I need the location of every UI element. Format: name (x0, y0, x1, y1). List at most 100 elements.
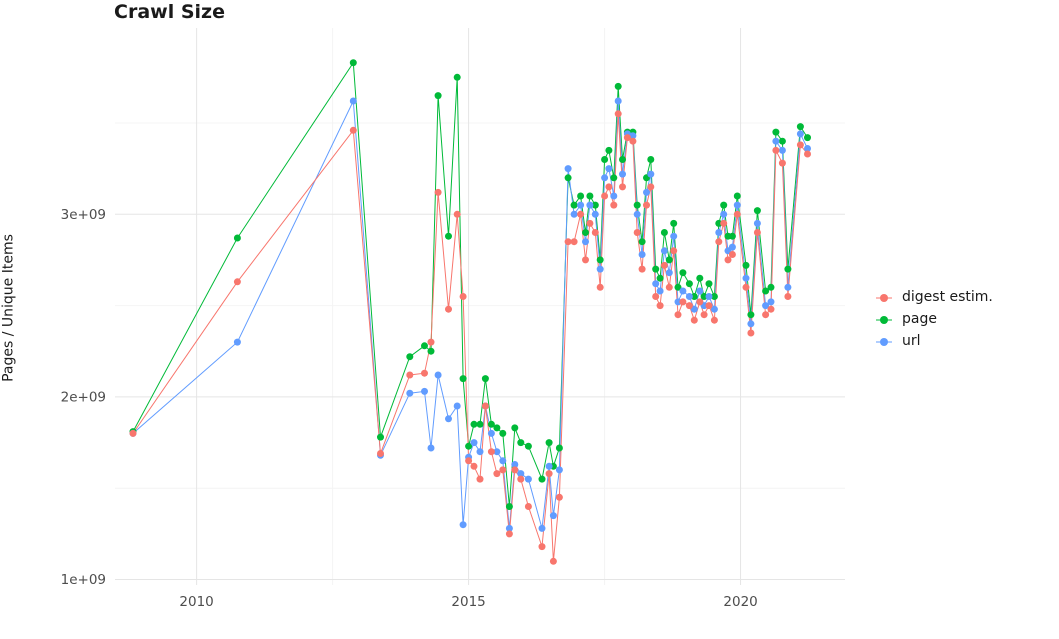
data-point (427, 338, 435, 346)
data-point (233, 234, 241, 242)
data-point (605, 165, 613, 173)
data-point (564, 238, 572, 246)
data-point (656, 302, 664, 310)
data-point (555, 493, 563, 501)
x-axis-tick-labels: 2010 2015 2020 (179, 594, 757, 610)
data-point (638, 238, 646, 246)
data-point (715, 219, 723, 227)
data-point (434, 188, 442, 196)
data-point (674, 283, 682, 291)
data-point (633, 229, 641, 236)
data-point (747, 329, 755, 337)
y-axis-tick-labels: 1e+09 2e+09 3e+09 (61, 207, 106, 588)
series-points-page (129, 59, 811, 510)
data-point (493, 424, 501, 432)
data-point (772, 137, 780, 145)
data-point (778, 159, 786, 167)
data-point (499, 429, 507, 437)
data-point (586, 192, 594, 200)
data-point (733, 201, 741, 209)
data-point (445, 415, 452, 423)
data-point (705, 293, 713, 300)
data-point (674, 311, 682, 319)
data-point (796, 130, 804, 138)
data-point (778, 137, 786, 145)
data-point (499, 457, 507, 465)
data-point (459, 375, 467, 383)
data-point (784, 283, 792, 291)
data-point (505, 530, 513, 538)
data-point (784, 293, 792, 300)
data-point (643, 201, 650, 209)
data-point (499, 466, 507, 474)
data-point (767, 298, 775, 306)
data-point (733, 210, 741, 218)
data-point (753, 219, 761, 227)
data-point (623, 134, 631, 142)
data-point (733, 192, 741, 200)
data-point (524, 442, 532, 450)
data-point (427, 444, 435, 452)
data-point (710, 293, 718, 300)
data-point (538, 475, 546, 483)
data-point (582, 238, 589, 246)
data-point (453, 210, 461, 218)
data-point (555, 466, 563, 474)
data-point (728, 243, 736, 251)
data-point (427, 347, 435, 355)
data-point (377, 433, 384, 441)
data-point (564, 165, 572, 173)
data-point (804, 145, 811, 152)
data-point (577, 201, 585, 209)
x-tick-label: 2015 (451, 594, 485, 610)
data-point (710, 305, 718, 313)
data-point (747, 320, 755, 328)
data-point (784, 265, 792, 273)
data-point (610, 192, 618, 200)
data-point (459, 293, 467, 300)
data-point (349, 59, 357, 67)
data-point (643, 188, 650, 196)
data-point (605, 183, 613, 191)
data-point (453, 402, 461, 410)
data-point (377, 450, 384, 457)
data-point (696, 287, 704, 295)
data-point (445, 305, 452, 313)
data-point (349, 97, 357, 105)
data-point (545, 439, 553, 447)
data-point (674, 298, 682, 306)
data-point (685, 280, 693, 288)
data-point (406, 371, 414, 379)
data-point (619, 183, 626, 191)
legend-item-digest: digest estim. (873, 289, 993, 306)
data-point (591, 210, 599, 218)
data-point (747, 311, 755, 319)
data-point (696, 298, 704, 306)
data-point (564, 174, 572, 182)
data-point (720, 210, 728, 218)
chart-title: Crawl Size (114, 1, 225, 23)
data-point (705, 302, 713, 310)
data-point (742, 261, 750, 269)
x-tick-label: 2010 (179, 594, 213, 610)
data-point (665, 269, 673, 277)
data-point (596, 283, 604, 291)
data-point (796, 123, 804, 131)
data-point (570, 238, 578, 246)
data-point (715, 229, 723, 236)
legend: digest estim. page url (873, 289, 993, 350)
legend-key-page-icon (876, 315, 892, 324)
data-point (129, 429, 137, 437)
data-point (591, 201, 599, 209)
series-line-digest (132, 113, 808, 562)
gridlines (115, 28, 845, 585)
data-point (656, 287, 664, 295)
data-point (517, 439, 525, 447)
data-point (762, 287, 770, 295)
data-point (728, 251, 736, 258)
data-point (487, 448, 495, 456)
data-point (614, 82, 622, 90)
data-point (582, 256, 589, 264)
data-point (596, 256, 604, 264)
series-points-url (129, 97, 811, 532)
